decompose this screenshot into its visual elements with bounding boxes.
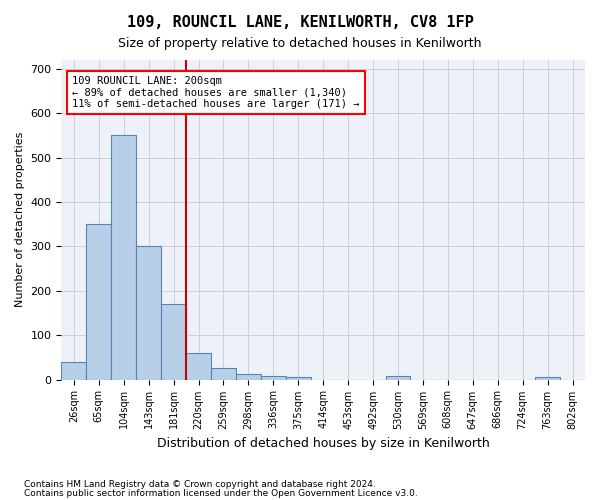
Bar — [261, 376, 286, 380]
Bar — [111, 136, 136, 380]
Bar — [535, 378, 560, 380]
Bar — [386, 376, 410, 380]
Y-axis label: Number of detached properties: Number of detached properties — [15, 132, 25, 308]
Bar — [186, 353, 211, 380]
Text: Size of property relative to detached houses in Kenilworth: Size of property relative to detached ho… — [118, 38, 482, 51]
Text: Contains public sector information licensed under the Open Government Licence v3: Contains public sector information licen… — [24, 488, 418, 498]
Bar — [286, 378, 311, 380]
X-axis label: Distribution of detached houses by size in Kenilworth: Distribution of detached houses by size … — [157, 437, 490, 450]
Bar — [161, 304, 186, 380]
Text: 109 ROUNCIL LANE: 200sqm
← 89% of detached houses are smaller (1,340)
11% of sem: 109 ROUNCIL LANE: 200sqm ← 89% of detach… — [72, 76, 359, 109]
Text: Contains HM Land Registry data © Crown copyright and database right 2024.: Contains HM Land Registry data © Crown c… — [24, 480, 376, 489]
Bar — [61, 362, 86, 380]
Bar — [86, 224, 111, 380]
Bar — [211, 368, 236, 380]
Bar — [136, 246, 161, 380]
Text: 109, ROUNCIL LANE, KENILWORTH, CV8 1FP: 109, ROUNCIL LANE, KENILWORTH, CV8 1FP — [127, 15, 473, 30]
Bar — [236, 374, 261, 380]
